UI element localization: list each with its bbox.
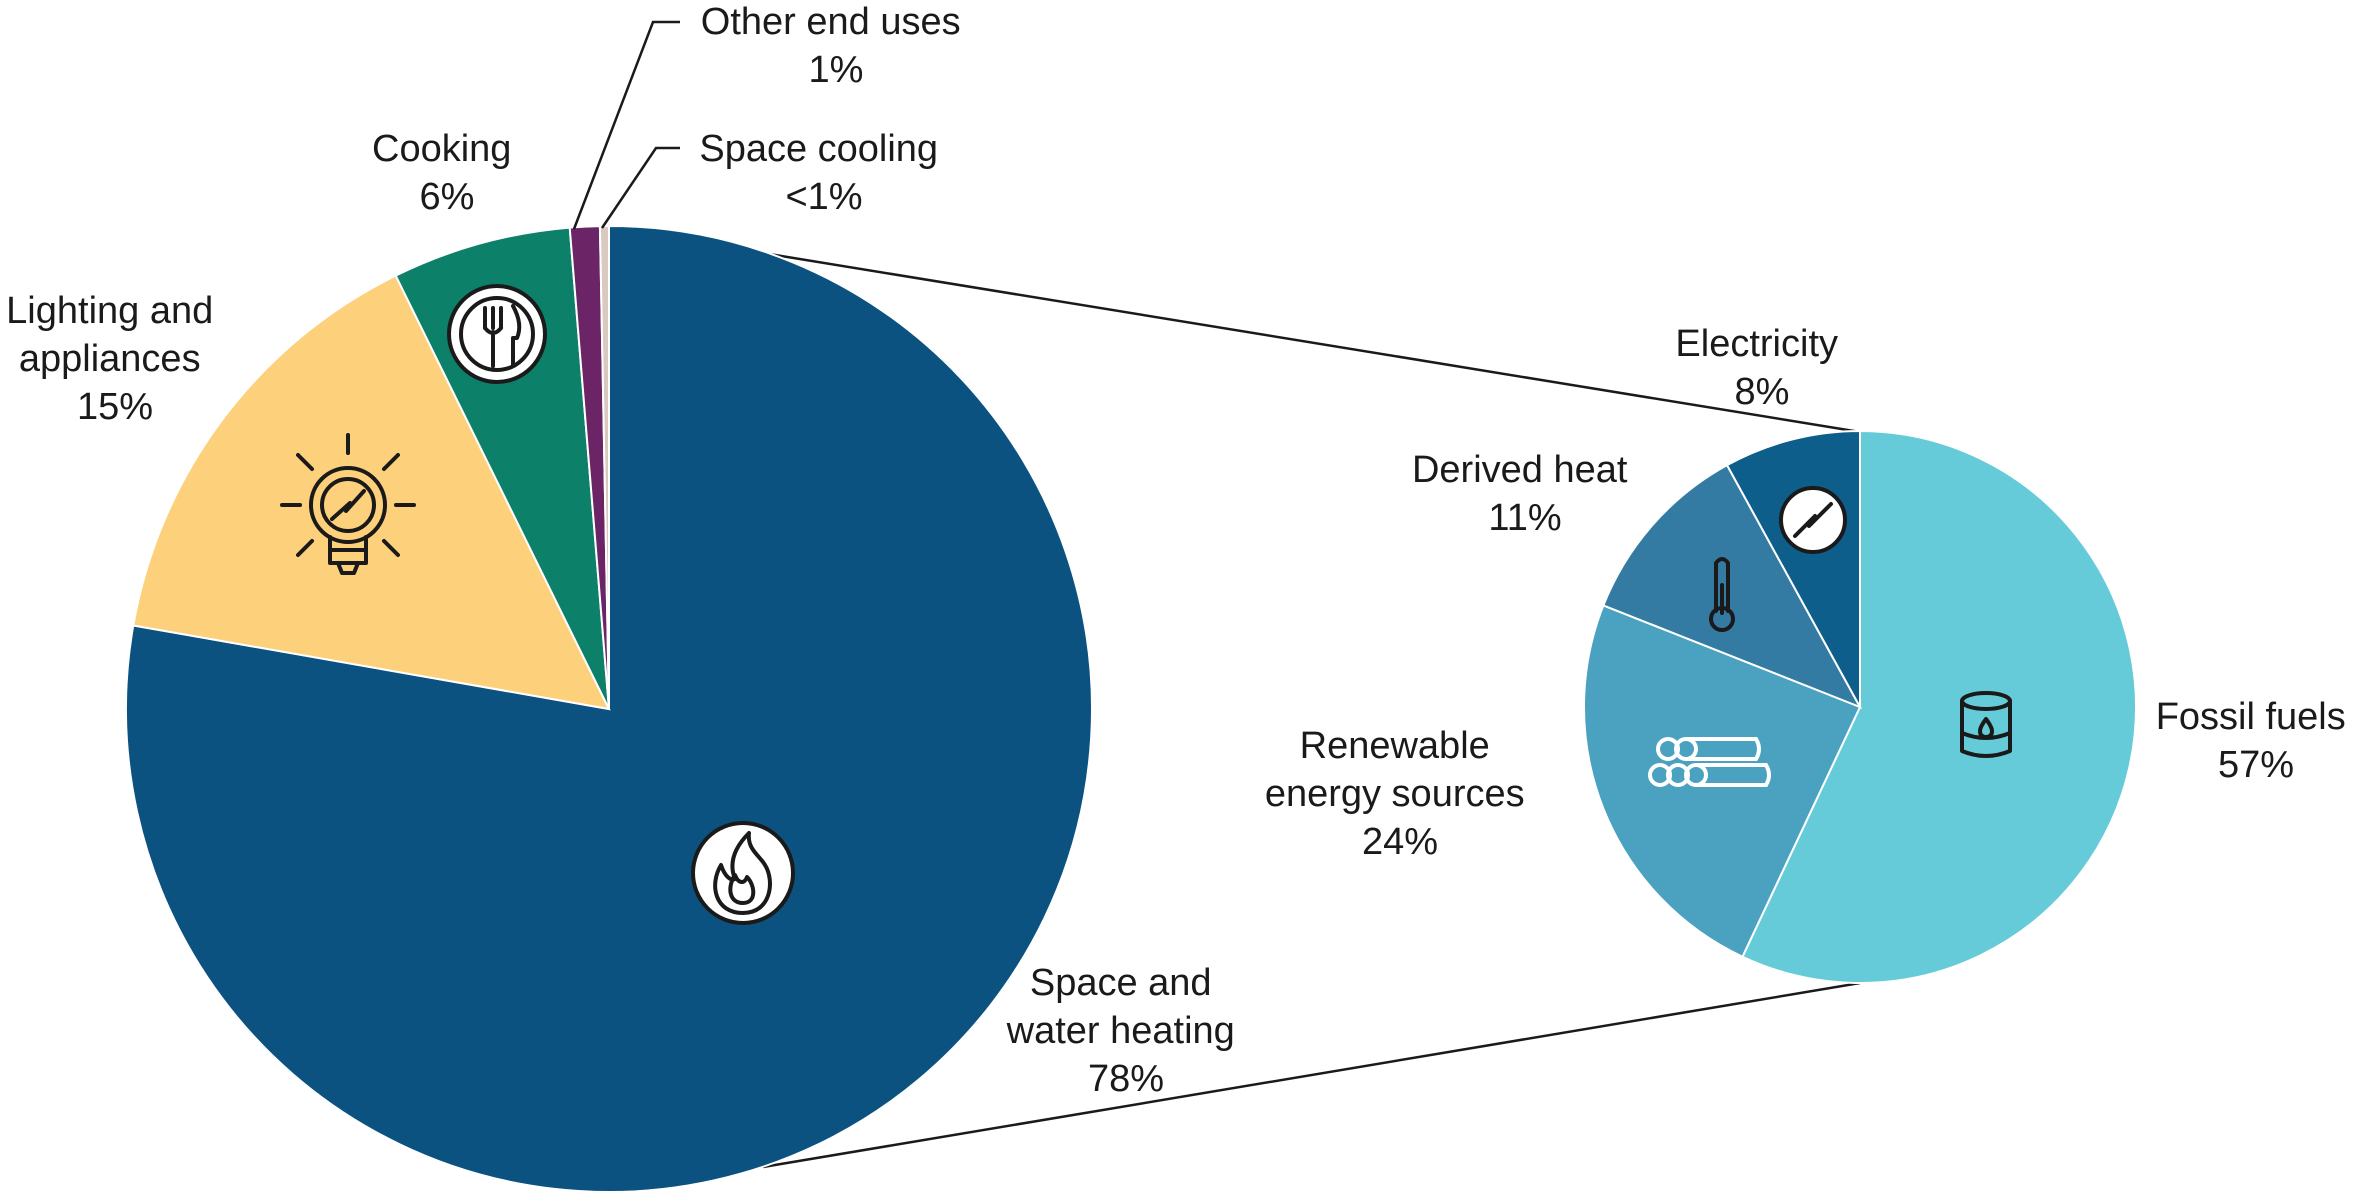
label-other-end-uses: Other end uses 1% (701, 1, 971, 91)
label-space-water-heating: Space and water heating 78% (1006, 962, 1246, 1100)
pie-end-uses (125, 224, 1093, 1193)
cutlery-icon (447, 284, 547, 384)
label-cooking: Cooking 6% (372, 128, 522, 218)
label-derived-heat: Derived heat 11% (1412, 449, 1638, 539)
zoom-connector-top (762, 251, 1861, 434)
slice-fossil-fuels (1741, 429, 2137, 984)
slice-renewables (1583, 604, 1862, 959)
label-fossil-fuels: Fossil fuels 57% (2156, 696, 2357, 786)
zoom-connector-bottom (762, 981, 1861, 1169)
label-renewables: Renewable energy sources 24% (1265, 725, 1535, 863)
pie-heating-sources (1583, 429, 2137, 984)
label-space-cooling: Space cooling <1% (699, 128, 948, 218)
thermometer-icon (1709, 557, 1735, 632)
flame-icon (691, 821, 795, 925)
leader-space-cooling (600, 146, 680, 229)
light-bulb-icon (280, 433, 416, 575)
label-electricity: Electricity 8% (1675, 323, 1848, 413)
label-lighting-appliances: Lighting and appliances 15% (6, 290, 224, 428)
electricity-icon (1779, 486, 1847, 554)
wood-logs-icon (1648, 737, 1771, 787)
oil-barrel-icon (1960, 691, 2012, 758)
slice-derived-heat (1602, 463, 1863, 709)
leader-other-end-uses (572, 20, 680, 230)
